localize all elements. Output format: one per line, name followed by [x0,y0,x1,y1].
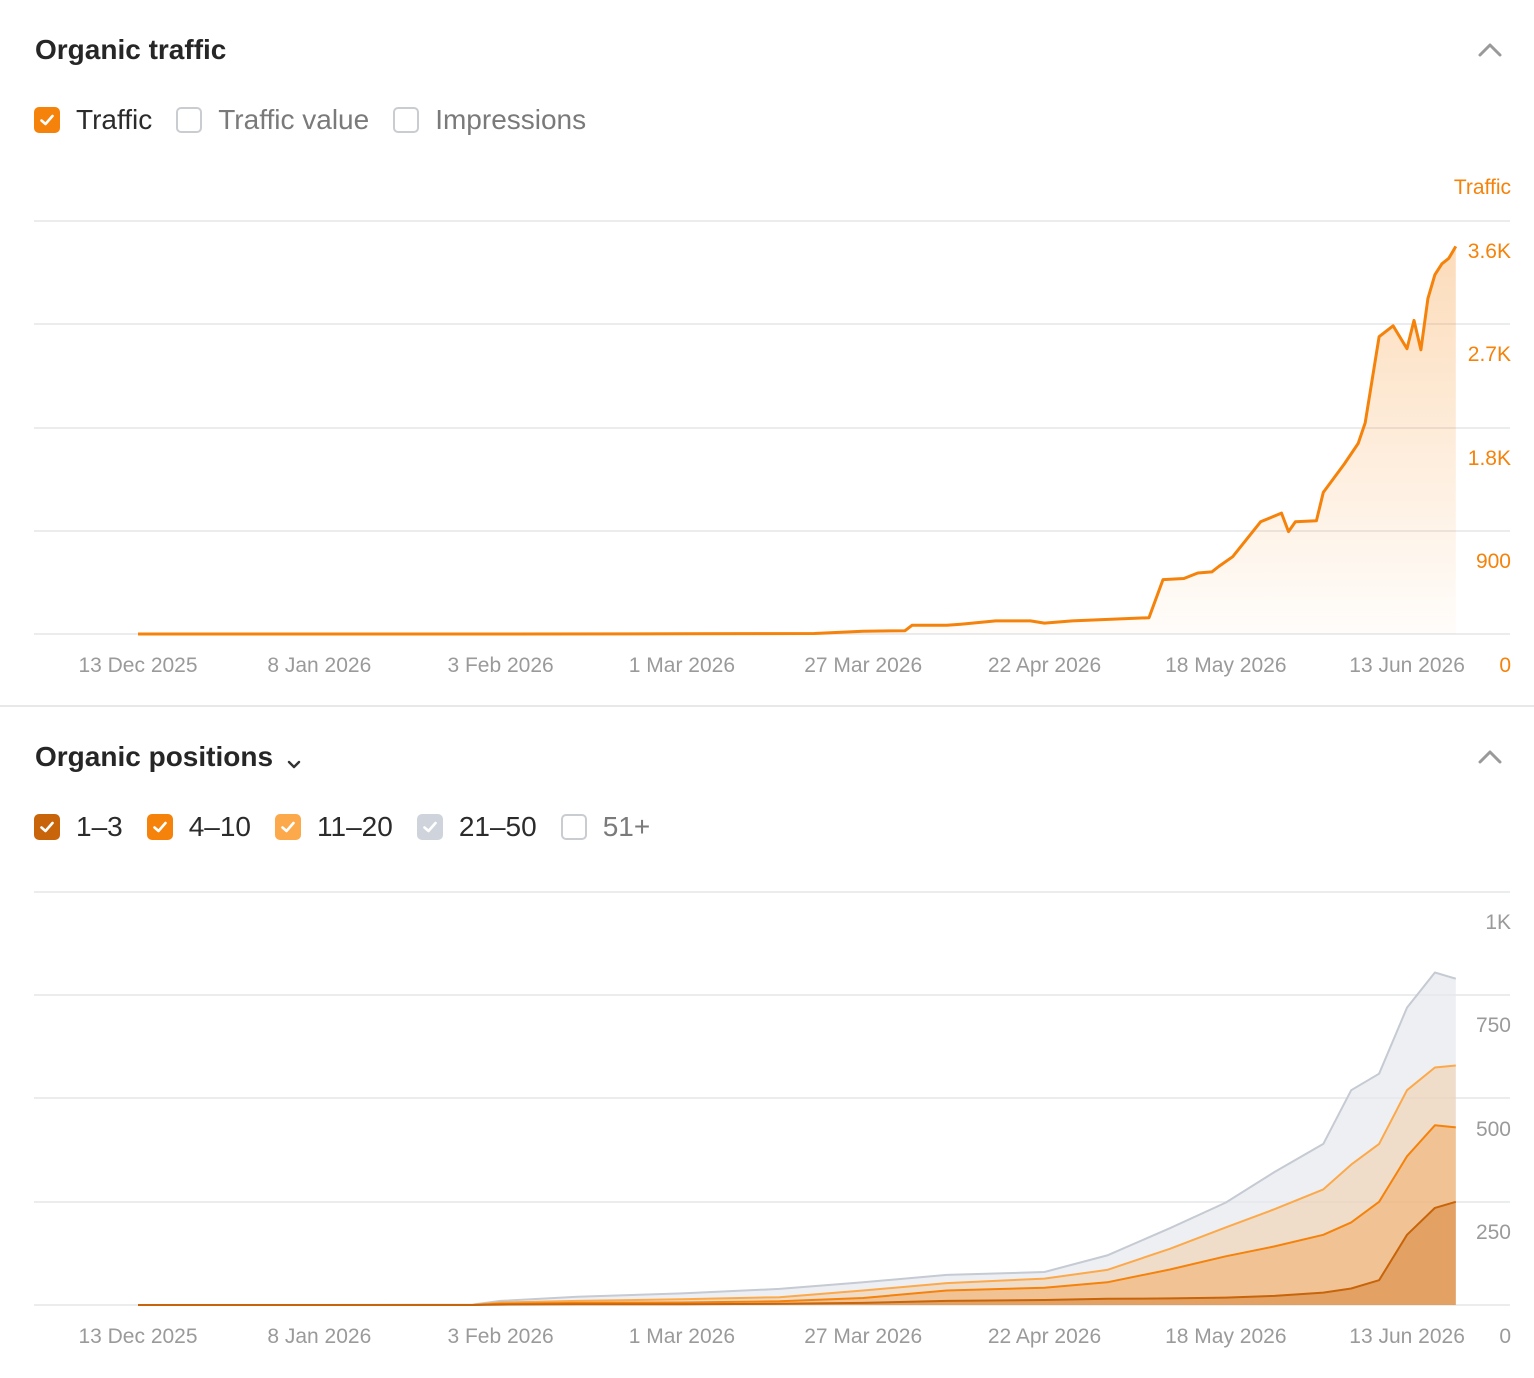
organic-traffic-title: Organic traffic [35,34,227,65]
collapse-chevron-up-icon[interactable] [1472,739,1508,775]
series-area-21–50 [138,972,1456,1305]
checkbox-1-3[interactable] [34,814,60,840]
checkmark-icon [281,821,295,833]
legend-item-21-50[interactable]: 21–50 [416,811,537,843]
series-area-1–3 [138,1201,1456,1305]
y-tick-label: 750 [1476,1014,1511,1037]
checkbox-51-plus[interactable] [560,814,587,840]
series-area-11–20 [138,1065,1456,1305]
checkbox-21-50[interactable] [416,814,443,840]
organic-positions-panel: Organic positions 1–3 4–10 11–20 21–50 5… [0,707,1534,1378]
x-tick-label: 1 Mar 2026 [629,1325,735,1348]
legend-item-4-10[interactable]: 4–10 [146,811,252,843]
x-tick-label: 3 Feb 2026 [447,654,553,677]
checkmark-icon [40,114,54,126]
organic-positions-title: Organic positions [35,741,274,772]
legend-label: Traffic [76,104,153,135]
legend-item-traffic-value[interactable]: Traffic value [176,104,369,136]
y-tick-label: 3.6K [1468,240,1511,263]
traffic-legend: Traffic Traffic value Impressions [34,104,610,136]
checkmark-icon [152,821,167,833]
x-tick-label: 3 Feb 2026 [447,1325,553,1348]
checkbox-4-10[interactable] [146,814,173,840]
checkbox-impressions[interactable] [393,107,420,133]
legend-label: Impressions [435,104,587,135]
legend-item-1-3[interactable]: 1–3 [34,811,123,843]
x-tick-label: 27 Mar 2026 [804,1325,922,1348]
checkbox-traffic-value[interactable] [176,107,203,133]
x-tick-label: 13 Dec 2025 [78,654,197,677]
x-tick-label: 22 Apr 2026 [988,1325,1101,1348]
legend-item-51-plus[interactable]: 51+ [560,811,651,843]
traffic-area [138,246,1456,634]
y-tick-label: 1K [1485,911,1511,934]
checkmark-icon [40,821,54,833]
x-tick-label: 1 Mar 2026 [629,654,735,677]
legend-label: 1–3 [76,811,123,842]
traffic-chart: 0 900 1.8K 2.7K 3.6K Traffic 13 Dec 2025 8 Jan … [34,176,1511,677]
x-tick-label: 27 Mar 2026 [804,654,922,677]
chevron-down-icon[interactable] [285,748,303,769]
panel-title[interactable]: Organic positions [35,741,303,773]
x-tick-label: 13 Jun 2026 [1349,1325,1465,1348]
y-tick-label: 0 [1499,654,1511,677]
y-tick-label: 500 [1476,1118,1511,1141]
positions-chart: 0 250 500 750 1K 13 Dec 2025 8 Jan 2026 3 Feb 2… [34,891,1511,1348]
collapse-chevron-up-icon[interactable] [1472,32,1508,68]
y-tick-label: 1.8K [1468,447,1511,470]
checkbox-11-20[interactable] [275,814,302,840]
legend-item-impressions[interactable]: Impressions [393,104,586,136]
y-tick-label: 900 [1476,550,1511,573]
series-line-21–50 [138,971,1457,1306]
series-area-4–10 [138,1125,1456,1305]
series-line-1–3 [138,1200,1457,1306]
x-tick-label: 13 Jun 2026 [1349,654,1465,677]
series-line-11–20 [138,1064,1456,1306]
x-tick-label: 18 May 2026 [1165,654,1286,677]
legend-item-11-20[interactable]: 11–20 [275,811,393,843]
legend-label: 51+ [602,811,651,842]
traffic-line [138,245,1458,636]
checkmark-icon [423,821,437,833]
y-axis-label: Traffic [1454,176,1511,199]
legend-label: 4–10 [188,811,252,842]
legend-label: Traffic value [218,104,370,135]
y-tick-label: 250 [1476,1221,1511,1244]
legend-label: 21–50 [458,811,537,842]
organic-traffic-panel: Organic traffic Traffic Traffic value Im… [0,32,1534,707]
legend-item-traffic[interactable]: Traffic [34,104,152,136]
positions-legend: 1–3 4–10 11–20 21–50 51+ [34,811,674,843]
x-tick-label: 18 May 2026 [1165,1325,1286,1348]
y-tick-label: 0 [1499,1325,1511,1348]
x-tick-label: 22 Apr 2026 [988,654,1101,677]
x-tick-label: 13 Dec 2025 [78,1325,197,1348]
y-tick-label: 2.7K [1468,343,1511,366]
legend-label: 11–20 [317,811,393,842]
panel-title: Organic traffic [35,34,226,66]
checkbox-traffic[interactable] [34,107,60,133]
x-tick-label: 8 Jan 2026 [267,654,371,677]
x-tick-label: 8 Jan 2026 [267,1325,371,1348]
